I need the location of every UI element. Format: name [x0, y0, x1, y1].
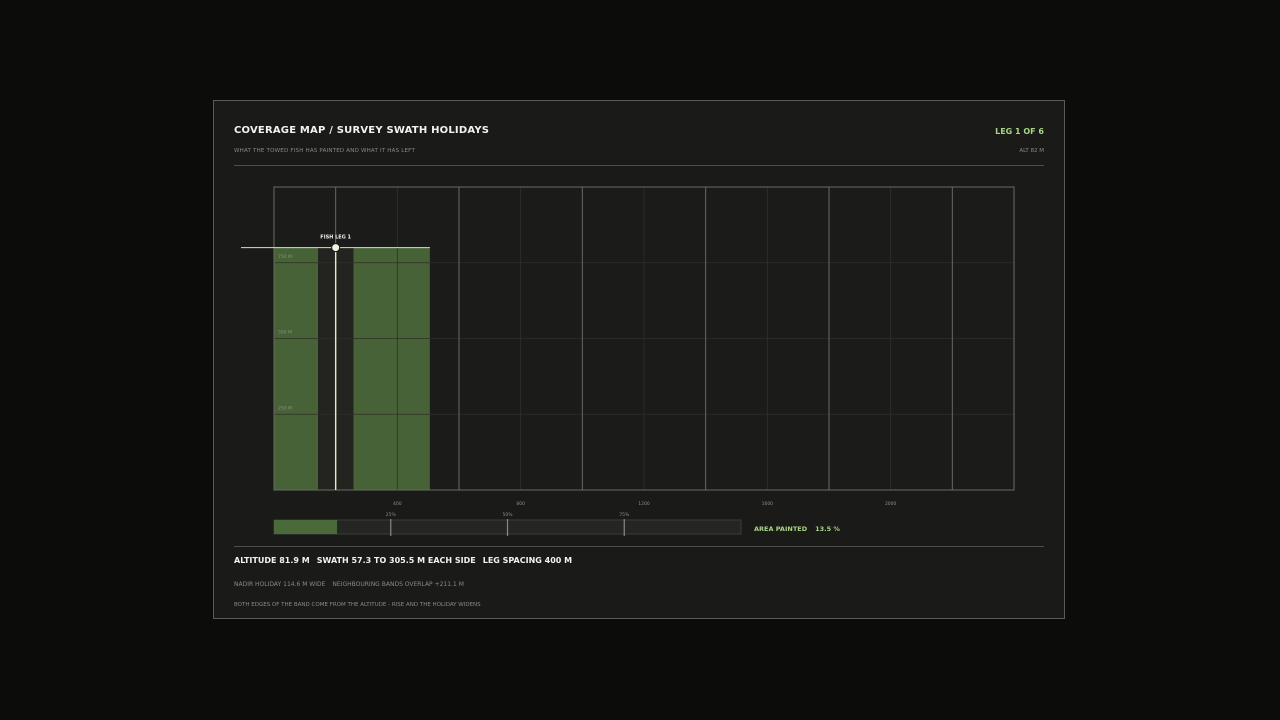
meter-fill: [274, 520, 338, 534]
primary-stats: ALTITUDE 81.9 M SWATH 57.3 TO 305.5 M EAC…: [234, 556, 579, 565]
altitude-stat: ALTITUDE 81.9 M: [234, 556, 310, 565]
painted-band-2: [353, 247, 430, 490]
x-tick-label: 800: [516, 501, 525, 507]
area-painted-readout: AREA PAINTED 13.5 %: [754, 525, 840, 533]
y-tick-label: 500 M: [278, 330, 292, 336]
swath-stat: SWATH 57.3 TO 305.5 M EACH SIDE: [316, 556, 476, 565]
area-painted-label: AREA PAINTED: [754, 525, 808, 533]
y-tick-label: 750 M: [278, 254, 292, 260]
x-tick-label: 2000: [885, 501, 897, 507]
leg-status: LEG 1 OF 6: [995, 127, 1044, 136]
altitude-readout: ALT 82 M: [1019, 148, 1044, 154]
x-tick-label: 1200: [638, 501, 650, 507]
x-tick-label: 1600: [762, 501, 774, 507]
plot-border: [273, 186, 1015, 491]
x-tick-label: 400: [393, 501, 402, 507]
meter-tick-label: 50%: [502, 512, 513, 518]
page-subtitle: WHAT THE TOWED FISH HAS PAINTED AND WHAT…: [234, 148, 416, 154]
coverage-chart: 750 M 500 M 250 M 400 800 1200 1600 2000 FISH LE…: [241, 186, 1015, 536]
footnote: BOTH EDGES OF THE BAND COME FROM THE ALT…: [234, 602, 481, 608]
header-divider: [234, 165, 1044, 166]
nadir-holiday-stat: NADIR HOLIDAY 114.6 M WIDE: [234, 581, 326, 588]
fish-label: FISH LEG 1: [320, 235, 351, 241]
area-painted-value: 13.5 %: [815, 525, 840, 533]
overlap-stat: NEIGHBOURING BANDS OVERLAP +211.1 M: [332, 581, 464, 588]
page-title: COVERAGE MAP / SURVEY SWATH HOLIDAYS: [234, 125, 490, 136]
fish-marker: [331, 243, 341, 253]
coverage-map-panel: COVERAGE MAP / SURVEY SWATH HOLIDAYS WHA…: [213, 100, 1065, 619]
y-tick-label: 250 M: [278, 405, 292, 411]
footer-divider: [234, 546, 1044, 547]
secondary-stats: NADIR HOLIDAY 114.6 M WIDE NEIGHBOURING B…: [234, 581, 471, 588]
leg-spacing-stat: LEG SPACING 400 M: [482, 556, 573, 565]
painted-band-1: [274, 247, 318, 490]
meter-tick-label: 75%: [619, 512, 630, 518]
meter-tick-label: 25%: [386, 512, 397, 518]
